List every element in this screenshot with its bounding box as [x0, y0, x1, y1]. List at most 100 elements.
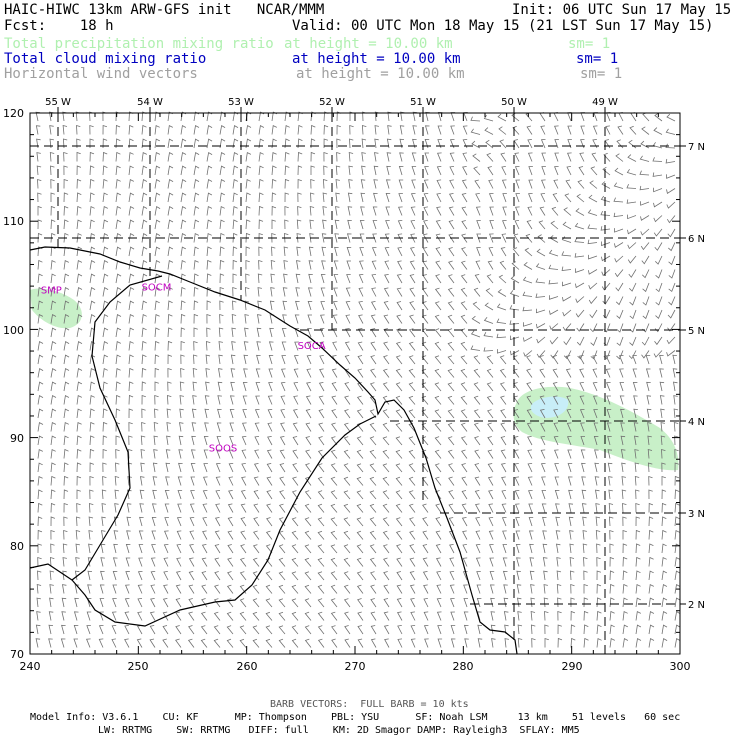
wind-barb	[344, 355, 351, 365]
wind-barb	[609, 556, 615, 567]
wind-barb	[255, 368, 261, 378]
wind-barb	[592, 139, 598, 149]
wind-barb	[370, 584, 377, 594]
wind-barb	[318, 395, 325, 405]
wind-barb	[600, 195, 611, 203]
wind-barb	[483, 114, 494, 122]
wind-barb	[204, 422, 209, 432]
wind-barb	[529, 570, 535, 581]
wind-barb	[648, 489, 653, 500]
wind-barb	[266, 517, 273, 527]
wind-barb	[449, 571, 455, 581]
wind-barb	[201, 544, 208, 554]
wind-barb	[603, 152, 611, 162]
wind-barb	[421, 409, 429, 419]
wind-barb	[582, 530, 587, 540]
wind-barb	[176, 530, 182, 540]
wind-barb	[487, 436, 494, 446]
wind-barb	[189, 503, 195, 513]
wind-barb	[437, 625, 442, 635]
wind-barb	[666, 336, 676, 345]
wind-barb	[36, 165, 42, 176]
wind-barb	[587, 239, 598, 245]
wind-barb	[575, 296, 585, 304]
wind-barb	[396, 274, 403, 284]
wind-barb	[63, 151, 68, 162]
wind-barb	[139, 489, 145, 500]
wind-barb	[347, 206, 353, 216]
wind-barb	[536, 248, 546, 257]
wind-barb	[307, 287, 313, 297]
wind-barb	[75, 529, 81, 540]
wind-barb	[193, 124, 200, 135]
wind-barb	[206, 233, 212, 243]
wind-barb	[513, 436, 520, 446]
wind-barb	[539, 355, 546, 365]
wind-barb	[475, 517, 481, 527]
wind-barb	[219, 232, 225, 243]
wind-barb	[582, 516, 587, 527]
wind-barb	[447, 314, 455, 324]
wind-barb	[608, 516, 614, 527]
wind-barb	[435, 247, 442, 257]
wind-barb	[167, 327, 173, 338]
wind-barb	[567, 139, 572, 149]
x-tick-label: 300	[670, 660, 691, 673]
wind-barb	[241, 449, 247, 459]
wind-barb	[487, 166, 494, 176]
wind-barb	[245, 219, 251, 230]
wind-barb	[309, 219, 314, 230]
wind-barb	[621, 462, 626, 473]
wind-barb	[37, 489, 43, 500]
wind-barb	[461, 179, 468, 189]
wind-barb	[580, 139, 585, 149]
wind-barb	[243, 341, 249, 351]
wind-barb	[383, 355, 390, 365]
wind-barb	[626, 199, 637, 204]
wind-barb	[76, 300, 83, 311]
wind-barb	[642, 309, 650, 320]
wind-barb	[620, 449, 626, 459]
wind-barb	[258, 192, 264, 203]
wind-barb	[35, 111, 41, 122]
wind-barb	[408, 341, 416, 351]
wind-barb	[265, 544, 273, 554]
wind-barb	[292, 422, 299, 432]
wind-barb	[601, 269, 611, 277]
wind-barb	[50, 340, 57, 351]
wind-barb	[581, 462, 586, 473]
wind-barb	[219, 151, 226, 162]
wind-barb	[395, 490, 403, 500]
wind-barb	[423, 584, 429, 594]
wind-barb	[653, 201, 663, 208]
wind-barb	[564, 193, 572, 203]
wind-barb	[396, 544, 403, 554]
wind-barb	[552, 368, 559, 378]
wind-barb	[667, 228, 676, 238]
wind-barb	[530, 584, 535, 594]
wind-barb	[462, 166, 468, 176]
plot-frame	[29, 112, 681, 655]
wind-barb	[230, 381, 235, 392]
wind-barb	[542, 557, 548, 567]
wind-barb	[102, 367, 108, 378]
wind-barb	[408, 409, 416, 419]
wind-barb	[565, 368, 572, 378]
wind-barb	[154, 232, 161, 243]
wind-barb	[343, 463, 351, 473]
wind-barb	[528, 517, 534, 527]
wind-barb	[293, 395, 299, 405]
wind-barb	[395, 503, 403, 513]
wind-barb	[239, 557, 247, 567]
wind-barb	[434, 382, 442, 392]
wind-barb	[496, 318, 507, 324]
wind-barb	[125, 571, 130, 581]
wind-barb	[369, 382, 377, 392]
wind-barb	[231, 341, 236, 351]
wind-barb	[499, 260, 507, 270]
wind-barb	[461, 220, 468, 230]
wind-barb	[609, 637, 615, 648]
wind-barb	[632, 381, 638, 392]
wind-barb	[566, 382, 572, 392]
wind-barb	[397, 247, 403, 257]
